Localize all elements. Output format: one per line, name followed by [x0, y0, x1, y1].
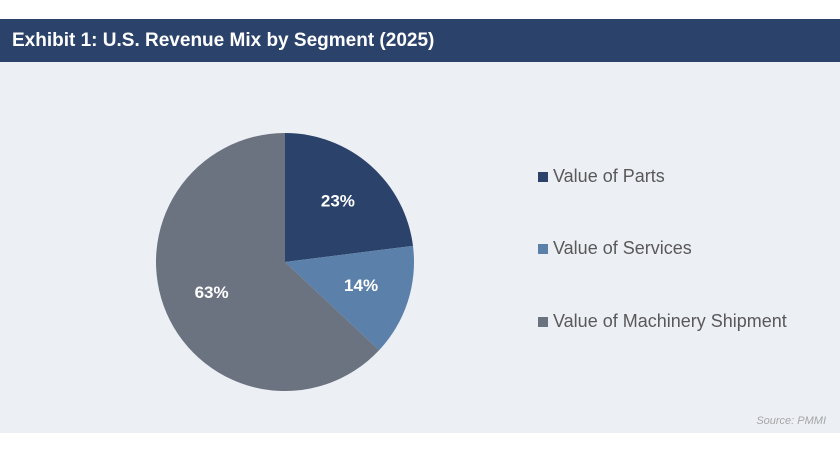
legend-item-2: Value of Machinery Shipment: [538, 311, 787, 332]
legend-item-0: Value of Parts: [538, 166, 665, 187]
chart-title: Exhibit 1: U.S. Revenue Mix by Segment (…: [0, 19, 840, 62]
legend-swatch: [538, 316, 548, 327]
pie-slice-0: [285, 133, 413, 262]
legend-label: Value of Services: [553, 238, 692, 258]
data-label-0: 23%: [321, 191, 355, 210]
chart-panel: 23% 14% 63% Value of Parts Value of Service…: [0, 62, 840, 433]
legend-swatch: [538, 171, 548, 182]
pie-chart: 23% 14% 63%: [156, 133, 414, 391]
legend-swatch: [538, 243, 548, 254]
data-label-2: 63%: [195, 283, 229, 302]
legend-item-1: Value of Services: [538, 238, 692, 259]
legend-label: Value of Machinery Shipment: [553, 311, 787, 331]
source-note: Source: PMMI: [756, 415, 826, 427]
data-label-1: 14%: [344, 276, 378, 295]
pie-slice-2: [156, 133, 380, 391]
pie-slice-1: [285, 245, 414, 351]
legend-label: Value of Parts: [553, 166, 665, 186]
